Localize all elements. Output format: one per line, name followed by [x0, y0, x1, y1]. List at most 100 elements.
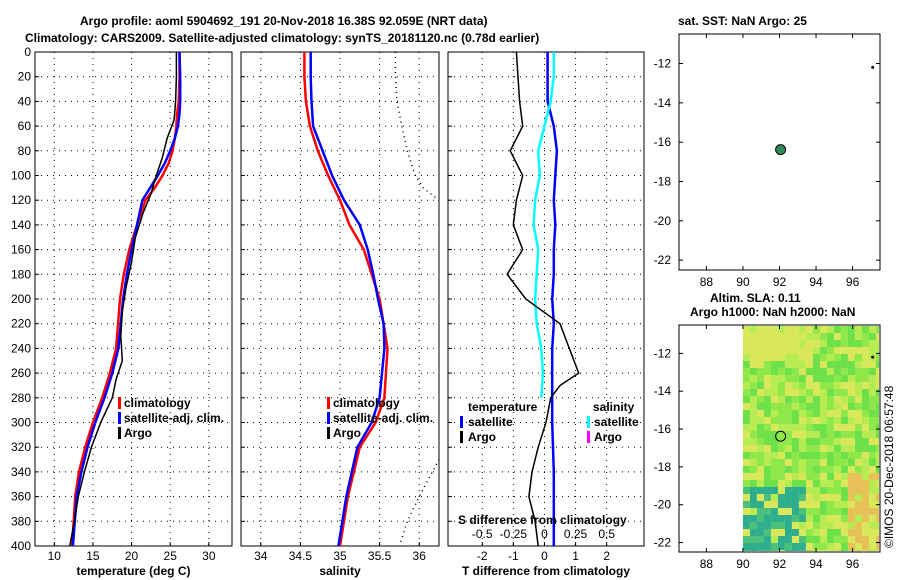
- depth-tick-label: 220: [11, 317, 31, 331]
- field-cell: [812, 529, 820, 536]
- field-cell: [840, 438, 848, 445]
- field-cell: [847, 431, 855, 438]
- watermark: ©IMOS 20-Dec-2018 06:57:48: [882, 385, 896, 548]
- field-cell: [742, 340, 750, 347]
- field-cell: [749, 494, 757, 501]
- field-cell: [777, 431, 785, 438]
- field-cell: [847, 382, 855, 389]
- field-cell: [861, 550, 869, 551]
- field-cell: [854, 529, 862, 536]
- field-cell: [777, 501, 785, 508]
- field-cell: [756, 417, 764, 424]
- field-cell: [826, 480, 834, 487]
- field-cell: [784, 389, 792, 396]
- field-cell: [868, 333, 876, 340]
- s-diff-label: S difference from climatology: [458, 513, 627, 527]
- field-cell: [749, 515, 757, 522]
- field-cell: [763, 410, 771, 417]
- field-cell: [784, 431, 792, 438]
- field-cell: [826, 340, 834, 347]
- field-cell: [791, 403, 799, 410]
- field-cell: [826, 396, 834, 403]
- field-cell: [826, 452, 834, 459]
- field-cell: [854, 354, 862, 361]
- legend-swatch: [327, 427, 330, 439]
- field-cell: [784, 382, 792, 389]
- field-cell: [840, 487, 848, 494]
- field-cell: [819, 501, 827, 508]
- field-cell: [812, 466, 820, 473]
- field-cell: [847, 396, 855, 403]
- field-cell: [854, 438, 862, 445]
- field-cell: [861, 333, 869, 340]
- field-cell: [826, 473, 834, 480]
- x-tick-label: 0: [541, 549, 548, 563]
- field-cell: [840, 480, 848, 487]
- field-cell: [868, 347, 876, 354]
- field-cell: [847, 473, 855, 480]
- field-cell: [756, 473, 764, 480]
- field-cell: [770, 494, 778, 501]
- field-cell: [791, 536, 799, 543]
- depth-tick-label: 240: [11, 341, 31, 355]
- depth-tick-label: 0: [24, 45, 31, 59]
- field-cell: [812, 515, 820, 522]
- field-cell: [847, 347, 855, 354]
- field-cell: [875, 459, 879, 466]
- field-cell: [798, 438, 806, 445]
- field-cell: [847, 536, 855, 543]
- field-cell: [784, 396, 792, 403]
- x-tick-label: 35.5: [368, 549, 392, 563]
- field-cell: [805, 438, 813, 445]
- title-line2: Climatology: CARS2009. Satellite-adjuste…: [25, 31, 539, 45]
- field-cell: [833, 459, 841, 466]
- field-cell: [819, 445, 827, 452]
- field-cell: [833, 361, 841, 368]
- field-cell: [742, 375, 750, 382]
- field-cell: [805, 515, 813, 522]
- field-cell: [770, 333, 778, 340]
- field-cell: [791, 473, 799, 480]
- field-cell: [791, 347, 799, 354]
- x-tick-label: 25: [164, 549, 178, 563]
- sla-title1: Altim. SLA: 0.11: [710, 291, 801, 305]
- field-cell: [805, 354, 813, 361]
- depth-tick-label: 300: [11, 416, 31, 430]
- field-cell: [756, 375, 764, 382]
- field-cell: [840, 340, 848, 347]
- field-cell: [833, 340, 841, 347]
- field-cell: [805, 480, 813, 487]
- legend-label: Argo: [124, 426, 152, 440]
- field-cell: [784, 452, 792, 459]
- field-cell: [868, 431, 876, 438]
- field-cell: [770, 417, 778, 424]
- field-cell: [868, 501, 876, 508]
- field-cell: [791, 522, 799, 529]
- field-cell: [826, 529, 834, 536]
- field-cell: [742, 431, 750, 438]
- field-cell: [861, 452, 869, 459]
- field-cell: [847, 368, 855, 375]
- field-cell: [868, 452, 876, 459]
- field-cell: [840, 501, 848, 508]
- field-cell: [749, 410, 757, 417]
- field-cell: [812, 501, 820, 508]
- field-cell: [763, 522, 771, 529]
- field-cell: [875, 480, 879, 487]
- field-cell: [805, 361, 813, 368]
- field-cell: [791, 424, 799, 431]
- field-cell: [861, 459, 869, 466]
- field-cell: [763, 361, 771, 368]
- field-cell: [742, 326, 750, 333]
- field-cell: [833, 438, 841, 445]
- field-cell: [805, 522, 813, 529]
- field-cell: [791, 333, 799, 340]
- field-cell: [826, 522, 834, 529]
- field-cell: [861, 354, 869, 361]
- field-cell: [770, 522, 778, 529]
- field-cell: [791, 480, 799, 487]
- field-cell: [875, 375, 879, 382]
- field-cell: [770, 529, 778, 536]
- field-cell: [784, 438, 792, 445]
- field-cell: [742, 543, 750, 550]
